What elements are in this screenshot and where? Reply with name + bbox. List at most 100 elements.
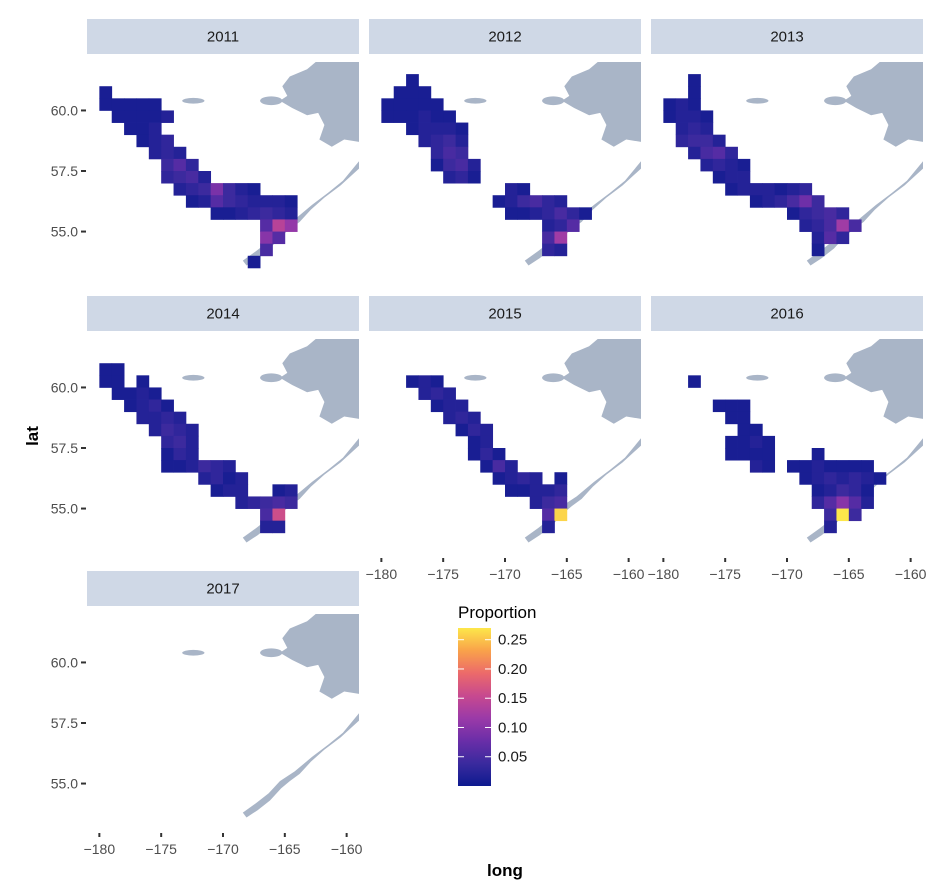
heatmap-cell — [185, 435, 199, 449]
heatmap-cell — [542, 207, 555, 220]
heatmap-cell — [260, 195, 273, 208]
heatmap-cell — [161, 435, 174, 449]
heatmap-cell — [566, 219, 580, 232]
heatmap-cell — [712, 399, 726, 413]
heatmap-cell — [811, 484, 825, 497]
heatmap-cell — [161, 448, 174, 461]
land-island — [260, 648, 283, 658]
heatmap-cell — [430, 110, 444, 123]
heatmap-cell — [505, 472, 518, 485]
heatmap-cell — [848, 219, 862, 232]
land-peninsula — [242, 713, 359, 818]
heatmap-cell — [124, 399, 137, 413]
heatmap-cell — [210, 207, 224, 220]
heatmap-cell — [136, 122, 150, 136]
heatmap-cell — [505, 460, 518, 473]
facet-plot-area — [663, 62, 923, 266]
heatmap-cell — [124, 110, 137, 123]
heatmap-cell — [111, 98, 125, 111]
x-tick-label: −165 — [269, 841, 301, 857]
heatmap-cell — [173, 423, 187, 437]
heatmap-cell — [749, 448, 763, 461]
heatmap-cell — [749, 423, 763, 437]
facet-strip — [369, 296, 641, 331]
heatmap-cell — [811, 195, 825, 208]
heatmap-cell — [223, 183, 236, 196]
heatmap-cell — [749, 460, 763, 473]
heatmap-cell — [811, 207, 825, 220]
heatmap-cell — [430, 387, 444, 400]
heatmap-cell — [198, 460, 212, 473]
heatmap-cell — [430, 122, 444, 136]
heatmap-cell — [99, 98, 113, 111]
heatmap-cell — [505, 195, 518, 208]
land-island — [542, 373, 565, 383]
heatmap-cell — [529, 496, 543, 509]
heatmap-cell — [799, 183, 813, 196]
land-island — [464, 374, 487, 381]
heatmap-cell — [99, 375, 113, 388]
heatmap-cell — [861, 472, 874, 485]
heatmap-cell — [260, 243, 273, 257]
heatmap-cell — [836, 472, 850, 485]
heatmap-cell — [406, 375, 419, 388]
heatmap-cell — [688, 74, 701, 87]
heatmap-cell — [136, 399, 150, 413]
x-tick-label: −170 — [489, 566, 521, 582]
heatmap-cell — [824, 520, 837, 534]
land-island — [744, 569, 754, 574]
heatmap-cell — [418, 110, 432, 123]
heatmap-cell — [824, 207, 837, 220]
heatmap-cell — [529, 472, 543, 485]
heatmap-cell — [185, 195, 199, 208]
facet-plot-area — [182, 614, 359, 818]
y-tick-label: 60.0 — [51, 379, 78, 395]
heatmap-cell — [811, 219, 825, 232]
heatmap-cell — [762, 448, 776, 461]
heatmap-cell — [737, 171, 751, 184]
x-tick-label: −160 — [613, 566, 645, 582]
heatmap-cell — [235, 496, 249, 509]
facet-plot-area — [406, 339, 641, 543]
heatmap-cell — [443, 171, 456, 184]
heatmap-cell — [492, 448, 506, 461]
heatmap-cell — [836, 508, 850, 522]
heatmap-cell — [762, 460, 776, 473]
heatmap-cell — [554, 508, 568, 522]
heatmap-cell — [111, 110, 125, 123]
land-island — [182, 374, 205, 381]
heatmap-cell — [223, 195, 236, 208]
facet-strip-label: 2016 — [770, 306, 803, 323]
heatmap-cell — [272, 207, 286, 220]
heatmap-cell — [848, 508, 862, 522]
heatmap-cell — [737, 158, 751, 172]
heatmap-cell — [223, 484, 236, 497]
x-tick-label: −175 — [709, 566, 741, 582]
heatmap-cell — [161, 110, 174, 123]
heatmap-cell — [111, 375, 125, 388]
facet-strip-label: 2012 — [488, 29, 521, 46]
x-tick-label: −180 — [648, 566, 680, 582]
heatmap-cell — [185, 460, 199, 473]
heatmap-cell — [99, 363, 113, 376]
heatmap-cell — [418, 98, 432, 111]
heatmap-cell — [824, 496, 837, 509]
heatmap-cell — [861, 460, 874, 473]
heatmap-cell — [688, 375, 701, 388]
heatmap-cell — [480, 448, 494, 461]
facet-strip — [369, 19, 641, 54]
heatmap-cell — [725, 146, 738, 160]
x-tick-label: −160 — [331, 841, 363, 857]
heatmap-cell — [223, 207, 236, 220]
heatmap-cell — [480, 460, 494, 473]
heatmap-cell — [272, 508, 286, 522]
heatmap-cell — [430, 158, 444, 172]
heatmap-cell — [430, 399, 444, 413]
heatmap-cell — [762, 183, 776, 196]
heatmap-cell — [124, 122, 137, 136]
heatmap-cell — [811, 460, 825, 473]
heatmap-cell — [824, 460, 837, 473]
heatmap-cell — [799, 219, 813, 232]
x-tick-label: −170 — [207, 841, 239, 857]
facet-strip — [87, 571, 359, 606]
